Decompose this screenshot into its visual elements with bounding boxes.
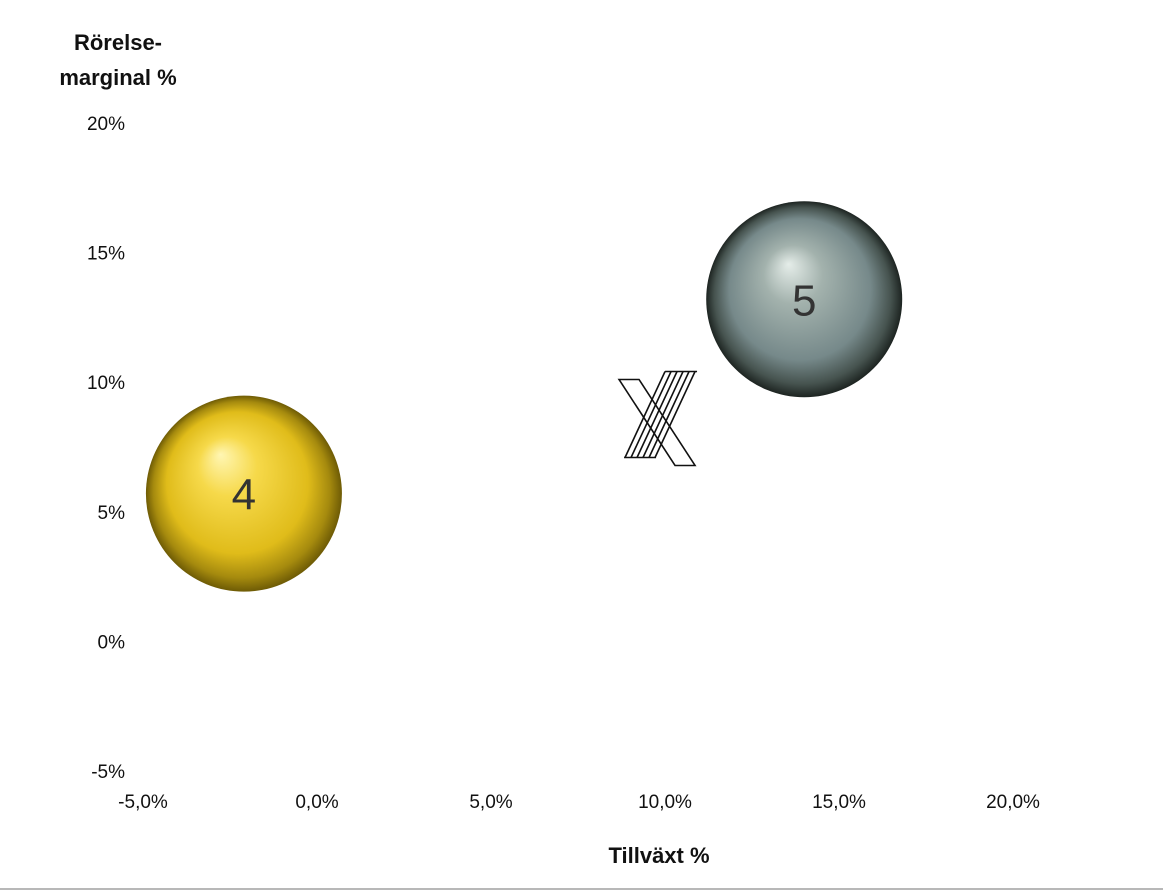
bottom-divider (0, 888, 1163, 890)
y-tick-label: 20% (87, 114, 125, 135)
y-axis-title-line-1: Rörelse- (74, 30, 162, 55)
y-tick-label: 10% (87, 373, 125, 394)
y-tick-label: 0% (98, 632, 126, 653)
y-axis-title-line-2: marginal % (59, 65, 176, 90)
bubble-5 (706, 201, 903, 398)
x-tick-label: 20,0% (986, 792, 1040, 813)
x-tick-label: 0,0% (295, 792, 338, 813)
logo-hatch-line (630, 371, 672, 458)
y-tick-label: 5% (98, 503, 126, 524)
x-axis-title: Tillväxt % (608, 843, 709, 868)
x-tick-label: -5,0% (118, 792, 168, 813)
x-tick-label: 5,0% (469, 792, 512, 813)
x-tick-label: 15,0% (812, 792, 866, 813)
bubble-label: 5 (792, 276, 816, 325)
y-axis-tick-labels: 20% 15% 10% 5% 0% -5% (87, 114, 125, 783)
bubble-4 (145, 395, 342, 592)
logo-hatch-line (648, 371, 690, 458)
logo-hatch-line (654, 371, 696, 458)
logo-stroke (617, 378, 697, 467)
x-tick-label: 10,0% (638, 792, 692, 813)
logo-hatch-line (636, 371, 678, 458)
bubble-series: 45 (145, 201, 903, 592)
bubble-label: 4 (232, 471, 256, 520)
logo-hatch-line (642, 371, 684, 458)
x-axis-tick-labels: -5,0% 0,0% 5,0% 10,0% 15,0% 20,0% (118, 792, 1040, 813)
y-tick-label: 15% (87, 244, 125, 265)
logo-hatch-line (624, 371, 666, 458)
y-tick-label: -5% (91, 762, 125, 783)
stylized-x-logo-icon (617, 370, 698, 467)
